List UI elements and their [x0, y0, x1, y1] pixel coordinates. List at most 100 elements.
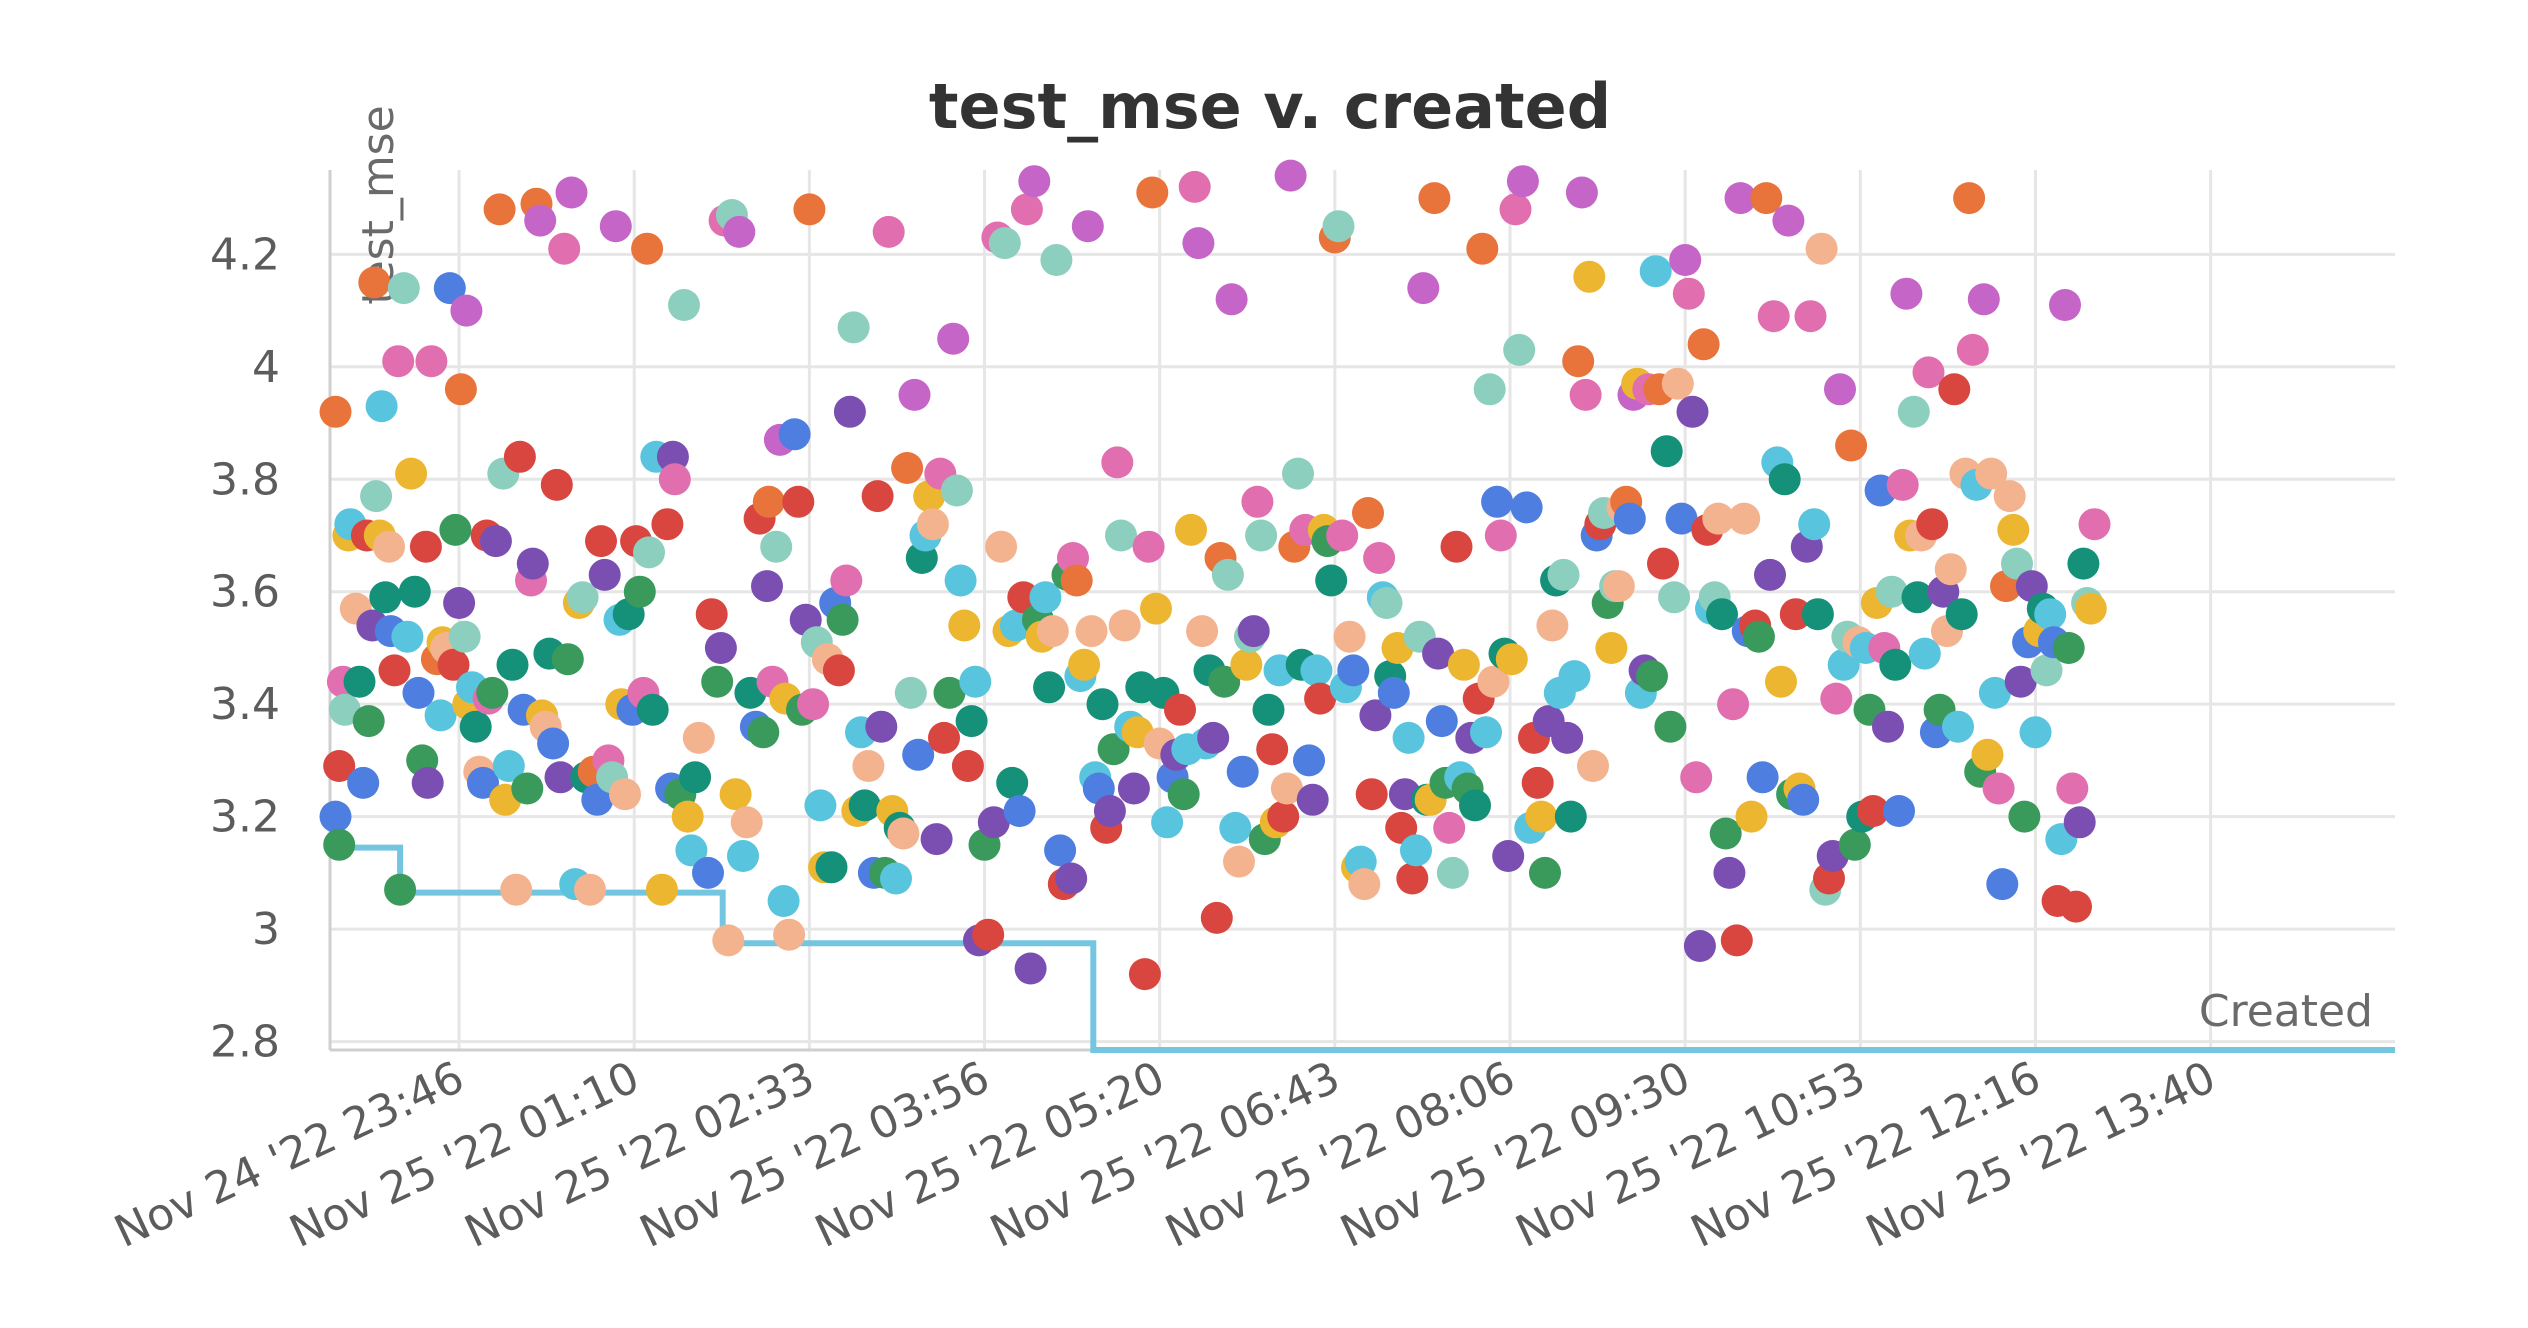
- data-point-375[interactable]: [1680, 761, 1713, 794]
- data-point-396[interactable]: [1757, 300, 1790, 333]
- data-point-103[interactable]: [658, 463, 691, 496]
- data-point-134[interactable]: [782, 485, 815, 518]
- data-point-250[interactable]: [1219, 811, 1252, 844]
- data-point-480[interactable]: [2067, 547, 2100, 580]
- data-point-479[interactable]: [2063, 806, 2096, 839]
- data-point-404[interactable]: [1787, 783, 1820, 816]
- data-point-276[interactable]: [1315, 564, 1348, 597]
- data-point-372[interactable]: [1669, 244, 1702, 276]
- data-point-413[interactable]: [1820, 682, 1853, 715]
- data-point-320[interactable]: [1477, 665, 1510, 698]
- data-point-339[interactable]: [1547, 558, 1580, 591]
- data-point-73[interactable]: [551, 643, 584, 676]
- data-point-99[interactable]: [645, 873, 678, 906]
- data-point-429[interactable]: [1879, 648, 1912, 681]
- data-point-334[interactable]: [1529, 856, 1561, 889]
- data-point-96[interactable]: [633, 536, 665, 569]
- data-point-185[interactable]: [977, 806, 1010, 839]
- data-point-148[interactable]: [833, 395, 866, 428]
- data-point-145[interactable]: [822, 654, 855, 687]
- data-point-218[interactable]: [1097, 733, 1130, 766]
- data-point-5[interactable]: [328, 693, 361, 726]
- data-point-395[interactable]: [1754, 558, 1786, 591]
- data-point-321[interactable]: [1481, 485, 1514, 518]
- data-point-3[interactable]: [323, 828, 356, 861]
- data-point-301[interactable]: [1407, 272, 1440, 305]
- data-point-164[interactable]: [894, 676, 927, 709]
- data-point-210[interactable]: [1068, 648, 1101, 681]
- data-point-57[interactable]: [496, 648, 529, 681]
- data-point-471[interactable]: [2034, 598, 2067, 631]
- data-point-409[interactable]: [1805, 232, 1838, 265]
- data-point-285[interactable]: [1348, 868, 1381, 901]
- data-point-74[interactable]: [555, 176, 588, 209]
- data-point-2[interactable]: [323, 750, 356, 782]
- data-point-455[interactable]: [1975, 457, 2008, 490]
- data-point-483[interactable]: [2078, 508, 2111, 541]
- data-point-346[interactable]: [1573, 260, 1606, 293]
- data-point-195[interactable]: [1014, 952, 1047, 985]
- data-point-40[interactable]: [443, 587, 476, 619]
- data-point-270[interactable]: [1293, 744, 1325, 777]
- data-point-289[interactable]: [1363, 542, 1396, 574]
- data-point-427[interactable]: [1872, 710, 1904, 743]
- data-point-27[interactable]: [398, 575, 431, 608]
- data-point-58[interactable]: [500, 873, 533, 906]
- data-point-37[interactable]: [433, 272, 466, 305]
- data-point-463[interactable]: [2004, 665, 2037, 698]
- data-point-406[interactable]: [1794, 300, 1827, 333]
- data-point-394[interactable]: [1750, 182, 1783, 215]
- data-point-171[interactable]: [920, 823, 953, 856]
- data-point-100[interactable]: [651, 508, 684, 541]
- data-point-184[interactable]: [972, 918, 1005, 951]
- data-point-252[interactable]: [1226, 755, 1259, 788]
- data-point-417[interactable]: [1835, 429, 1868, 462]
- data-point-299[interactable]: [1400, 834, 1432, 867]
- data-point-367[interactable]: [1650, 435, 1683, 468]
- data-point-125[interactable]: [751, 570, 783, 603]
- data-point-31[interactable]: [411, 766, 444, 799]
- data-point-56[interactable]: [492, 750, 525, 782]
- data-point-370[interactable]: [1661, 367, 1694, 400]
- data-point-82[interactable]: [585, 525, 617, 558]
- data-point-398[interactable]: [1765, 665, 1797, 698]
- data-point-312[interactable]: [1447, 648, 1480, 681]
- data-point-385[interactable]: [1717, 688, 1750, 721]
- data-point-402[interactable]: [1779, 598, 1812, 631]
- data-point-377[interactable]: [1687, 328, 1720, 361]
- data-point-263[interactable]: [1267, 800, 1300, 833]
- data-point-265[interactable]: [1274, 159, 1307, 192]
- data-point-368[interactable]: [1654, 710, 1687, 743]
- data-point-26[interactable]: [395, 457, 428, 490]
- data-point-30[interactable]: [409, 530, 442, 563]
- data-point-278[interactable]: [1322, 210, 1355, 243]
- data-point-345[interactable]: [1569, 378, 1602, 411]
- data-point-203[interactable]: [1044, 834, 1077, 867]
- data-point-106[interactable]: [671, 800, 704, 833]
- data-point-291[interactable]: [1370, 587, 1403, 619]
- data-point-344[interactable]: [1565, 176, 1598, 209]
- data-point-235[interactable]: [1164, 693, 1196, 726]
- data-point-325[interactable]: [1495, 643, 1528, 676]
- data-point-18[interactable]: [369, 581, 402, 614]
- data-point-138[interactable]: [797, 688, 830, 721]
- data-point-382[interactable]: [1706, 598, 1738, 631]
- data-point-369[interactable]: [1658, 581, 1691, 614]
- data-point-439[interactable]: [1916, 508, 1949, 541]
- data-point-181[interactable]: [959, 665, 992, 698]
- data-point-113[interactable]: [704, 632, 737, 664]
- data-point-260[interactable]: [1256, 733, 1289, 766]
- data-point-449[interactable]: [1953, 182, 1986, 215]
- data-point-119[interactable]: [727, 840, 759, 872]
- data-point-43[interactable]: [450, 294, 483, 327]
- data-point-408[interactable]: [1801, 598, 1834, 631]
- data-point-282[interactable]: [1337, 654, 1370, 687]
- data-point-352[interactable]: [1595, 632, 1628, 664]
- data-point-133[interactable]: [778, 418, 811, 451]
- data-point-456[interactable]: [1978, 676, 2011, 709]
- data-point-188[interactable]: [988, 227, 1021, 260]
- data-point-65[interactable]: [524, 204, 557, 237]
- data-point-115[interactable]: [712, 924, 745, 957]
- data-point-414[interactable]: [1824, 373, 1856, 406]
- data-point-217[interactable]: [1093, 795, 1126, 827]
